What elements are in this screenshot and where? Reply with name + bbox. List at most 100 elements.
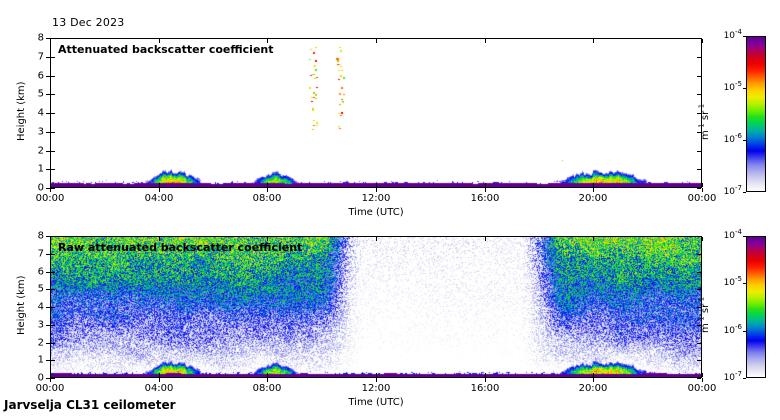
colorbar-tick-mantissa: 10 <box>723 187 736 197</box>
x-tick <box>485 188 486 192</box>
x-tick-label: 00:00 <box>35 383 65 394</box>
y-tick-label: 1 <box>37 163 44 175</box>
x-tick-top <box>485 39 486 43</box>
x-tick <box>267 378 268 382</box>
y-tick-label: 0 <box>37 372 44 384</box>
colorbar-tick-label: 10-7 <box>712 370 742 384</box>
x-tick <box>159 188 160 192</box>
x-tick-label: 12:00 <box>361 383 391 394</box>
colorbar-tick-mantissa: 10 <box>723 135 736 145</box>
x-tick-inner <box>485 373 486 377</box>
x-tick-inner <box>485 183 486 187</box>
y-tick <box>46 76 50 77</box>
y-tick-label: 8 <box>37 32 44 44</box>
x-tick-inner <box>376 373 377 377</box>
y-tick-right <box>697 57 701 58</box>
x-tick-top <box>376 237 377 241</box>
y-tick-label: 0 <box>37 182 44 194</box>
x-tick-top <box>159 237 160 241</box>
y-axis-title-1: Height (km) <box>16 275 27 335</box>
colorbar-tick <box>743 88 746 89</box>
colorbar-tick-mantissa: 10 <box>723 278 736 288</box>
y-tick-right <box>697 132 701 133</box>
unit-sr-exponent: -1 <box>697 296 706 304</box>
y-tick-label: 5 <box>37 283 44 295</box>
y-tick-inner <box>51 169 55 170</box>
y-tick-right <box>697 169 701 170</box>
unit-sr-exponent: -1 <box>697 103 706 111</box>
y-tick <box>46 272 50 273</box>
colorbar-unit-label: m-1 sr-1 <box>697 103 711 140</box>
x-tick-inner <box>159 373 160 377</box>
y-tick-inner <box>51 76 55 77</box>
colorbar-gradient-1 <box>747 237 765 377</box>
x-tick <box>702 188 703 192</box>
colorbar-tick-label: 10-4 <box>712 229 742 242</box>
panel-title-raw: Raw attenuated backscatter coefficient <box>58 241 303 254</box>
y-tick <box>46 94 50 95</box>
x-tick-top <box>159 39 160 43</box>
y-tick <box>46 254 50 255</box>
colorbar-tick-mantissa: 10 <box>723 373 736 383</box>
y-tick <box>46 307 50 308</box>
y-tick-inner <box>51 378 55 379</box>
x-tick-inner <box>702 373 703 377</box>
unit-sr: sr <box>700 303 711 317</box>
colorbar-tick-exponent: -7 <box>735 370 742 378</box>
x-tick <box>376 188 377 192</box>
x-tick-inner <box>50 373 51 377</box>
x-tick-label: 04:00 <box>144 193 174 204</box>
x-tick <box>593 188 594 192</box>
x-tick-top <box>593 39 594 43</box>
y-tick-inner <box>51 57 55 58</box>
x-tick <box>376 378 377 382</box>
colorbar-tick <box>743 283 746 284</box>
x-tick-top <box>267 39 268 43</box>
x-tick-inner <box>50 183 51 187</box>
colorbar-0 <box>746 36 766 192</box>
x-tick-label: 00:00 <box>687 193 717 204</box>
x-tick-inner <box>702 183 703 187</box>
y-tick-right <box>697 378 701 379</box>
y-tick <box>46 113 50 114</box>
x-tick-top <box>267 237 268 241</box>
colorbar-tick-label: 10-7 <box>712 185 742 198</box>
heatmap-attenuated-backscatter <box>51 39 701 187</box>
colorbar-tick <box>743 192 746 193</box>
x-tick-inner <box>593 373 594 377</box>
y-tick-label: 7 <box>37 51 44 63</box>
y-tick-right <box>697 151 701 152</box>
x-tick-top <box>702 39 703 43</box>
y-tick <box>46 132 50 133</box>
colorbar-tick-label: 10-5 <box>712 276 742 289</box>
x-axis-title-0: Time (UTC) <box>348 207 404 218</box>
y-axis-title-0: Height (km) <box>16 81 27 141</box>
colorbar-tick-label: 10-5 <box>712 81 742 94</box>
y-tick-inner <box>51 343 55 344</box>
x-tick-top <box>376 39 377 43</box>
y-tick-right <box>697 289 701 290</box>
x-tick-inner <box>376 183 377 187</box>
y-tick-right <box>697 76 701 77</box>
unit-sr: sr <box>700 110 711 124</box>
y-tick-right <box>697 325 701 326</box>
colorbar-unit-label: m-1 sr-1 <box>697 296 711 333</box>
colorbar-tick <box>743 140 746 141</box>
colorbar-tick <box>743 236 746 237</box>
y-tick-right <box>697 94 701 95</box>
unit-m-exponent: -1 <box>697 123 706 131</box>
y-tick <box>46 151 50 152</box>
x-tick-label: 20:00 <box>578 383 608 394</box>
y-tick-inner <box>51 151 55 152</box>
colorbar-tick-mantissa: 10 <box>723 231 736 241</box>
y-tick-right <box>697 360 701 361</box>
heatmap-raw-attenuated-backscatter <box>51 237 701 377</box>
y-tick-right <box>697 343 701 344</box>
y-tick-label: 2 <box>37 337 44 349</box>
colorbar-tick-mantissa: 10 <box>723 31 736 41</box>
colorbar-tick-mantissa: 10 <box>723 83 736 93</box>
y-tick-inner <box>51 113 55 114</box>
panel-attenuated-backscatter: Attenuated backscatter coefficient <box>50 38 702 188</box>
unit-m: m <box>700 323 711 333</box>
